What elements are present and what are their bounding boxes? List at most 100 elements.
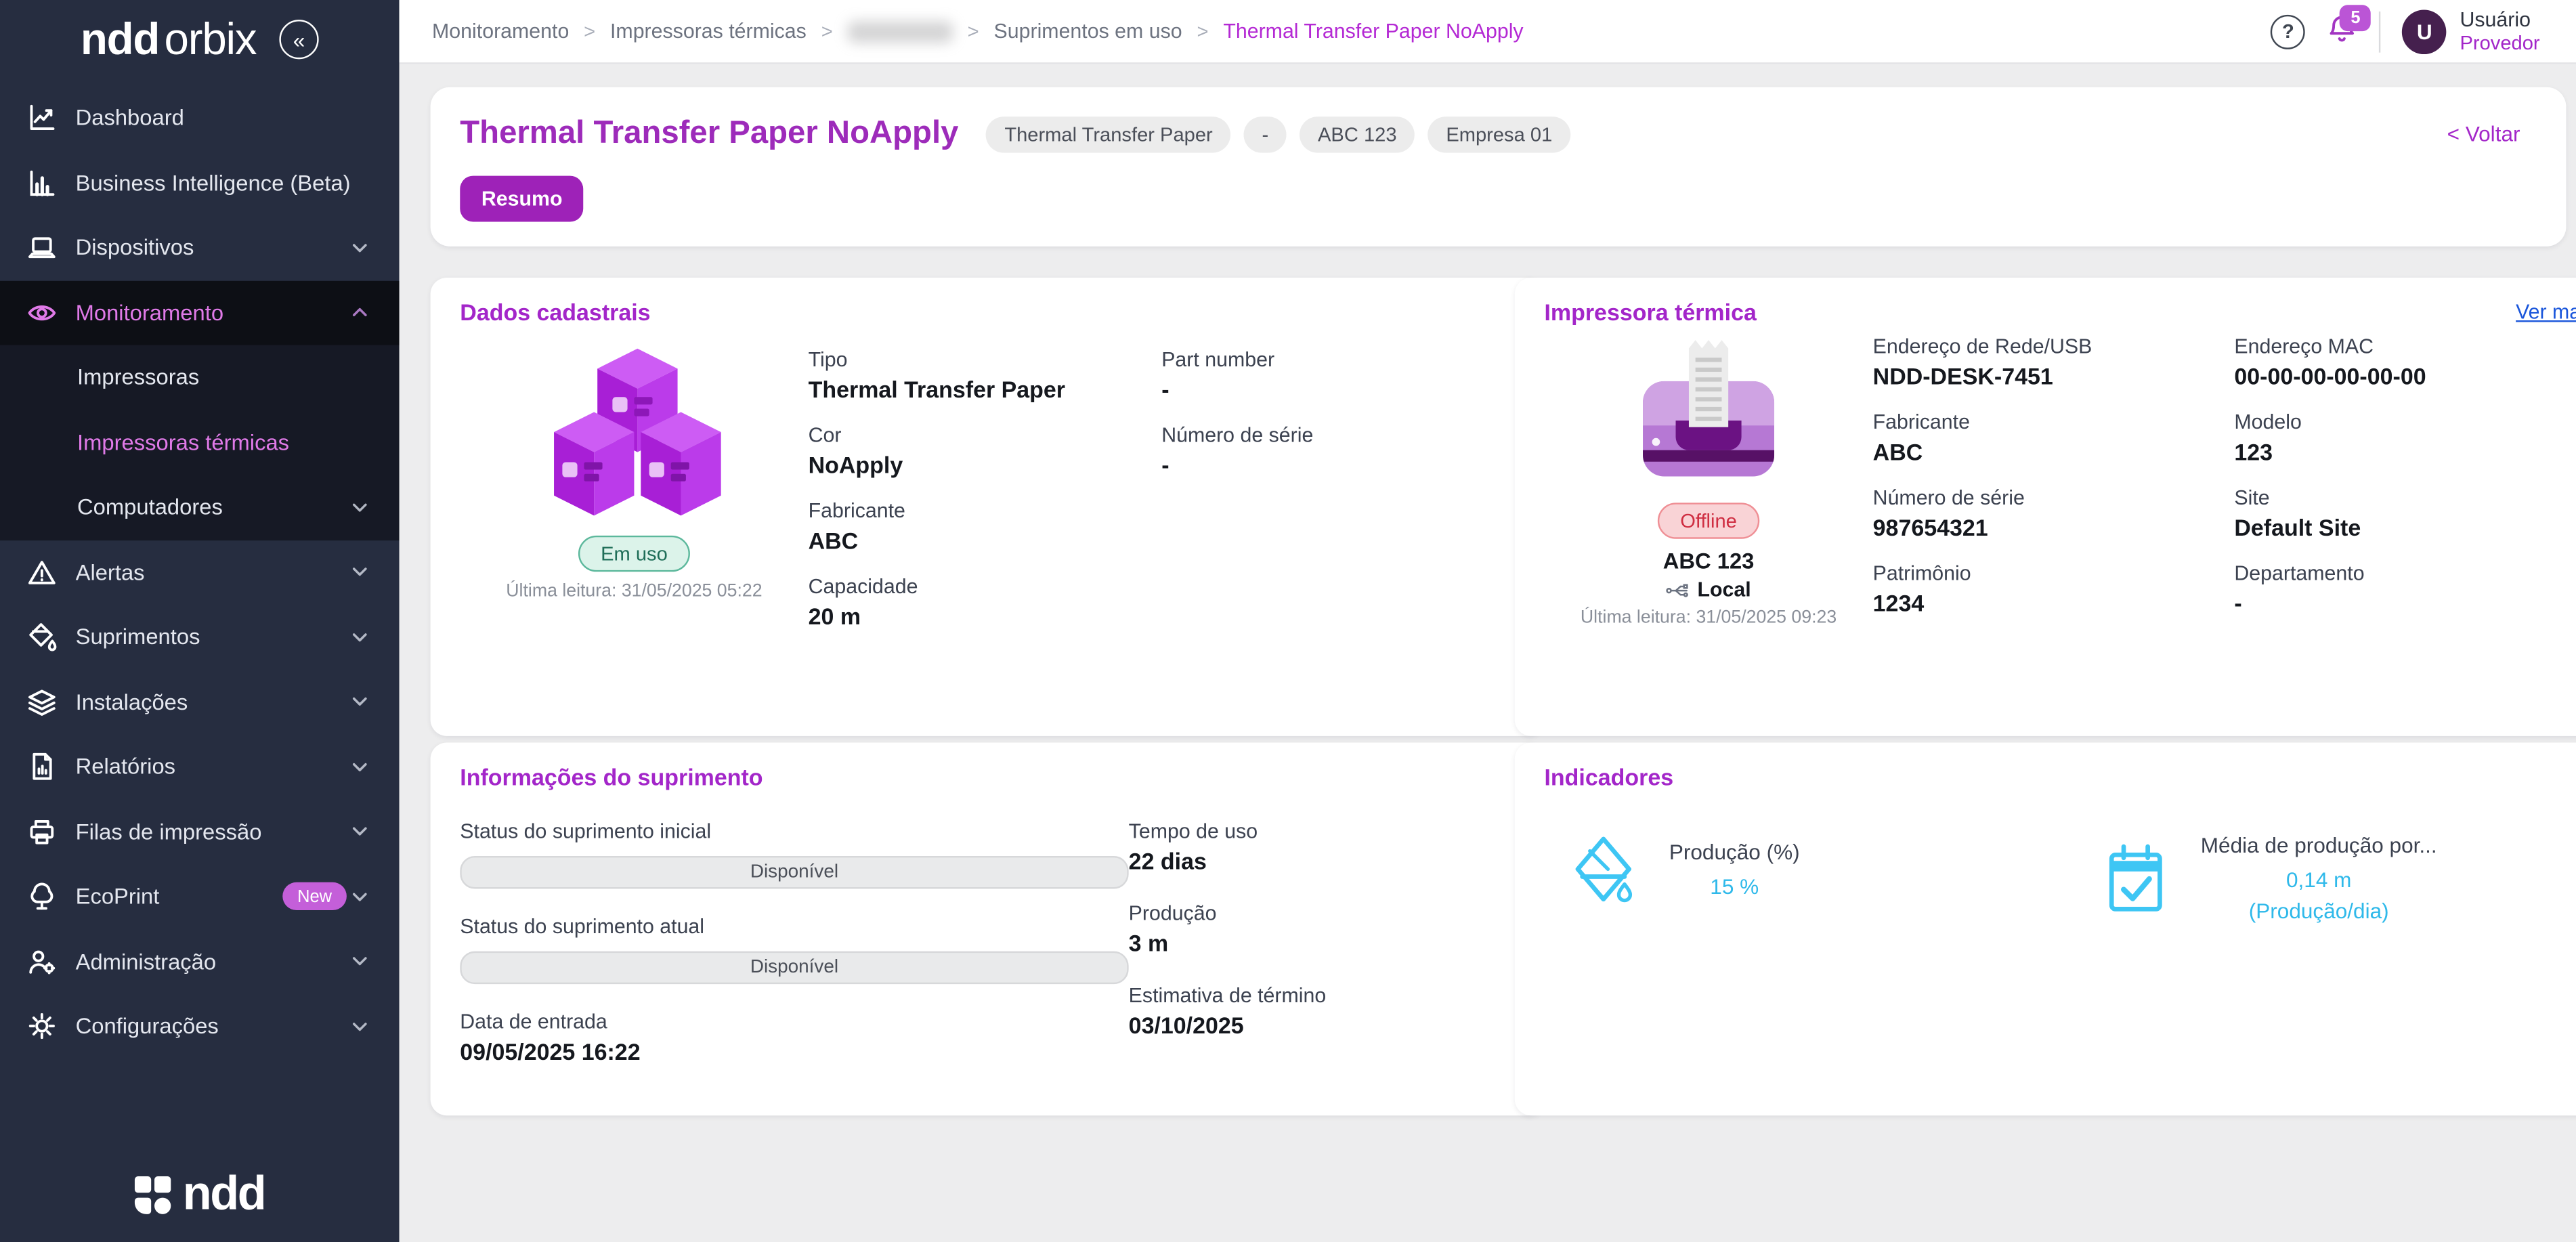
field-value: ABC: [1872, 438, 1923, 465]
sidebar-item-ecoprint[interactable]: EcoPrint New: [0, 864, 400, 929]
breadcrumb: Monitoramento > Impressoras térmicas > >…: [432, 20, 2271, 43]
sidebar-item-impressoras[interactable]: Impressoras: [77, 365, 200, 390]
breadcrumb-item[interactable]: Impressoras térmicas: [610, 20, 807, 43]
sidebar-item-configuracoes[interactable]: Configurações: [0, 994, 400, 1059]
sidebar-item-alertas[interactable]: Alertas: [0, 540, 400, 605]
ndd-orbix-logo: ndd orbix: [80, 14, 257, 64]
status-badge: Offline: [1657, 502, 1760, 539]
field-label: Fabricante: [808, 499, 905, 523]
sidebar-item-impressoras-termicas[interactable]: Impressoras térmicas: [77, 430, 290, 455]
chip-company: Empresa 01: [1427, 116, 1570, 152]
chip-device: ABC 123: [1300, 116, 1415, 152]
field-label: Data de entrada: [460, 1010, 607, 1033]
indicator-media-producao: Média de produção por... 0,14 m (Produçã…: [2099, 833, 2576, 923]
field-label: Fabricante: [1872, 410, 1970, 434]
chip-dash: -: [1243, 116, 1287, 152]
card-impressora-termica: Impressora térmica Ver mais: [1514, 277, 2576, 736]
bar-chart-icon: [26, 167, 58, 198]
sidebar-item-instalacoes[interactable]: Instalações: [0, 670, 400, 735]
sidebar-collapse-button[interactable]: «: [279, 20, 319, 60]
breadcrumb-item[interactable]: Monitoramento: [432, 20, 570, 43]
page-title-card: Thermal Transfer Paper NoApply Thermal T…: [430, 87, 2567, 247]
printer-icon: [26, 816, 58, 847]
indicator-value: 15 %: [1710, 874, 1759, 899]
breadcrumb-separator: >: [967, 20, 979, 43]
sidebar-item-filas-impressao[interactable]: Filas de impressão: [0, 799, 400, 864]
chevron-down-icon: [352, 243, 367, 252]
ink-bucket-icon: [26, 622, 58, 653]
user-gear-icon: [26, 946, 58, 977]
gear-icon: [26, 1011, 58, 1042]
sidebar-item-suprimentos[interactable]: Suprimentos: [0, 605, 400, 670]
notifications-button[interactable]: 5: [2327, 4, 2371, 50]
field-value: -: [1161, 376, 1169, 403]
ver-mais-link[interactable]: Ver mais: [2516, 301, 2576, 324]
tab-resumo[interactable]: Resumo: [460, 175, 584, 222]
field-label: Tempo de uso: [1128, 819, 1258, 843]
field-value: 09/05/2025 16:22: [460, 1038, 641, 1065]
chevron-down-icon: [352, 1022, 367, 1031]
chevron-down-icon: [352, 763, 367, 771]
layers-icon: [26, 686, 58, 717]
chevron-down-icon: [352, 828, 367, 836]
field-label: Produção: [1128, 901, 1217, 925]
breadcrumb-separator: >: [821, 20, 833, 43]
page-title: Thermal Transfer Paper NoApply: [460, 114, 959, 152]
supply-boxes-illustration: [554, 348, 721, 516]
indicator-label: Produção (%): [1669, 839, 1800, 865]
sidebar-item-monitoramento[interactable]: Monitoramento: [0, 280, 400, 345]
field-label: Status do suprimento inicial: [460, 819, 712, 843]
user-menu[interactable]: U Usuário Provedor: [2402, 8, 2540, 55]
collapse-icon: «: [293, 27, 305, 52]
avatar: U: [2402, 9, 2447, 53]
user-name: Usuário: [2460, 8, 2531, 32]
thermal-printer-illustration: [1643, 340, 1775, 477]
chevron-up-icon: [352, 308, 367, 317]
chevron-down-icon: [352, 568, 367, 576]
field-label: Modelo: [2234, 410, 2302, 434]
usb-icon: [1666, 583, 1689, 597]
breadcrumb-item-current: Thermal Transfer Paper NoApply: [1223, 20, 1524, 43]
field-value: -: [2234, 589, 2242, 616]
question-icon: ?: [2282, 20, 2294, 43]
sidebar-item-computadores[interactable]: Computadores: [0, 475, 400, 540]
report-icon: [26, 751, 58, 782]
sidebar: ndd orbix « Dashboard Business Intelligen…: [0, 0, 400, 1242]
supply-status-bar: Disponível: [460, 951, 1129, 985]
breadcrumb-separator: >: [1197, 20, 1209, 43]
notification-count-badge: 5: [2340, 4, 2371, 30]
help-button[interactable]: ?: [2271, 14, 2306, 49]
indicator-value: 0,14 m: [2285, 867, 2352, 893]
breadcrumb-item[interactable]: Suprimentos em uso: [993, 20, 1182, 43]
sidebar-item-business-intelligence[interactable]: Business Intelligence (Beta): [0, 150, 400, 215]
sidebar-item-dashboard[interactable]: Dashboard: [0, 85, 400, 150]
card-title: Informações do suprimento: [460, 764, 763, 790]
ndd-glyph-icon: [134, 1176, 171, 1214]
field-label: Site: [2234, 486, 2270, 510]
field-label: Número de série: [1161, 423, 1314, 447]
brand-row: ndd orbix «: [0, 0, 400, 76]
field-value: 123: [2234, 438, 2273, 465]
sidebar-item-relatorios[interactable]: Relatórios: [0, 734, 400, 799]
back-button[interactable]: < Voltar: [2437, 120, 2530, 148]
new-badge: New: [282, 882, 347, 911]
field-value: NoApply: [808, 452, 903, 478]
indicator-producao: Produção (%) 15 %: [1567, 833, 2033, 905]
tree-icon: [26, 881, 58, 912]
card-title: Impressora térmica: [1544, 299, 1757, 326]
calendar-check-icon: [2108, 843, 2162, 911]
sidebar-item-dispositivos[interactable]: Dispositivos: [0, 215, 400, 280]
field-label: Número de série: [1872, 486, 2025, 510]
field-label: Capacidade: [808, 575, 918, 599]
sidebar-item-administracao[interactable]: Administração: [0, 929, 400, 994]
indicator-sublabel: (Produção/dia): [2248, 899, 2389, 924]
chevron-down-icon: [352, 633, 367, 641]
last-reading: Última leitura: 31/05/2025 09:23: [1580, 607, 1837, 628]
last-reading: Última leitura: 31/05/2025 05:22: [506, 581, 763, 601]
printer-name: ABC 123: [1662, 549, 1755, 574]
eye-icon: [26, 297, 58, 328]
divider: [2379, 10, 2382, 52]
user-role: Provedor: [2460, 31, 2540, 55]
field-label: Departamento: [2234, 561, 2365, 585]
